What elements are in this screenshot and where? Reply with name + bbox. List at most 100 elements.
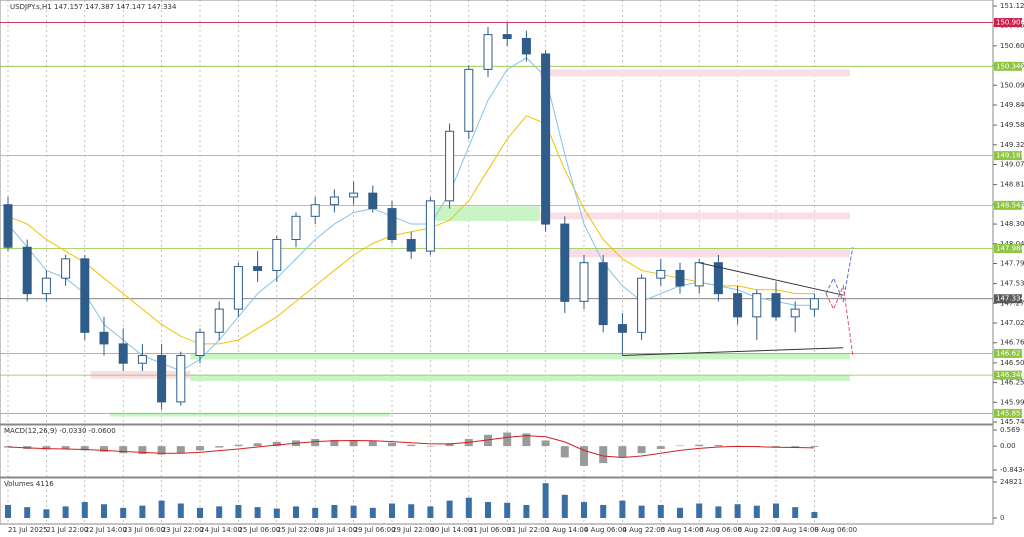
candle-body — [176, 355, 186, 403]
y-tick-label: 149.070 — [1000, 161, 1024, 169]
macd-signal — [7, 435, 815, 458]
volume-bar — [485, 502, 491, 518]
x-tick-label: 25 Jul 22:00 — [277, 526, 319, 534]
volume-bar — [62, 506, 69, 518]
volume-bar — [657, 504, 664, 518]
macd-bar — [676, 445, 684, 447]
macd-bar — [560, 446, 569, 458]
macd-bar — [349, 440, 358, 447]
candle-body — [713, 262, 723, 295]
candle-body — [598, 262, 608, 326]
volume-bar — [811, 512, 818, 518]
macd-bar — [503, 432, 512, 447]
x-tick-label: 5 Aug 14:00 — [661, 526, 704, 534]
level-label: 146.346 — [996, 371, 1024, 379]
macd-pane — [0, 424, 994, 478]
x-tick-label: 29 Jul 06:00 — [354, 526, 396, 534]
y-tick-label: 147.275 — [1000, 299, 1024, 307]
level-label: 149.185 — [996, 152, 1024, 160]
x-tick-label: 25 Jul 06:00 — [238, 526, 280, 534]
trendline — [699, 262, 844, 296]
x-tick-label: 23 Jul 06:00 — [123, 526, 165, 534]
candle-body — [406, 239, 416, 252]
y-tick-label: 149.325 — [1000, 141, 1024, 149]
volume-bar — [235, 504, 242, 518]
macd-bar — [599, 446, 608, 464]
macd-bar — [791, 446, 800, 448]
y-tick-label: 146.765 — [1000, 339, 1024, 347]
macd-bar — [138, 446, 147, 455]
volume-bar — [389, 503, 395, 518]
macd-bar — [484, 434, 492, 447]
candle-body — [233, 266, 243, 310]
candle-body — [541, 53, 551, 225]
volume-bar — [677, 507, 683, 518]
x-tick-label: 8 Aug 06:00 — [814, 526, 857, 534]
volume-bar — [753, 505, 760, 518]
x-tick-label: 21 Jul 2025 — [8, 526, 48, 534]
macd-bar — [388, 442, 396, 447]
chart-title: USDJPY.s,H1 147.157 147.387 147.147 147.… — [10, 3, 177, 11]
level-label: 150.906 — [996, 19, 1024, 27]
x-tick-label: 28 Jul 14:00 — [315, 526, 357, 534]
macd-bar — [119, 446, 128, 454]
volume-bar — [715, 506, 722, 518]
volume-bar — [581, 502, 587, 518]
candle-body — [521, 37, 531, 55]
y-tick-label: 149.580 — [1000, 121, 1024, 129]
macd-bar — [407, 444, 416, 447]
macd-bar — [618, 446, 627, 458]
volume-bar — [350, 505, 357, 518]
macd-bar — [196, 446, 204, 451]
level-tag — [994, 61, 1022, 71]
y-tick-label: 147.790 — [1000, 259, 1024, 267]
volume-bar — [600, 504, 607, 518]
candle-body — [464, 68, 474, 132]
zone — [109, 412, 391, 417]
candle-body — [675, 269, 685, 287]
macd-bar — [637, 446, 646, 454]
level-label: 148.542 — [996, 201, 1024, 209]
candle-body — [617, 324, 627, 333]
candle-body — [118, 343, 128, 364]
volume-bar — [293, 506, 299, 518]
candle-body — [61, 258, 71, 279]
volume-pane — [0, 477, 994, 525]
x-tick-label: 7 Aug 14:00 — [776, 526, 819, 534]
zone — [539, 69, 850, 77]
macd-bar — [810, 446, 819, 448]
volume-title: Volumes 4116 — [4, 480, 54, 488]
volume-bar — [101, 504, 107, 518]
candle-body — [560, 223, 570, 302]
macd-bar — [656, 446, 665, 449]
volume-bar — [139, 505, 146, 518]
level-tag — [994, 370, 1022, 380]
x-tick-label: 22 Jul 14:00 — [85, 526, 127, 534]
volume-bar — [216, 506, 223, 518]
level-tag — [994, 151, 1022, 161]
volume-bar — [197, 507, 203, 518]
level-tag — [994, 200, 1022, 210]
macd-title: MACD(12,26,9) -0.0330 -0.0600 — [4, 427, 116, 435]
candle-body — [445, 130, 455, 202]
y-tick-label: 146.250 — [1000, 379, 1024, 387]
level-label: 150.340 — [996, 62, 1024, 70]
candle-body — [41, 277, 51, 295]
volume-bar — [561, 494, 568, 518]
volume-bar — [331, 504, 338, 518]
y-tick-label: 148.300 — [1000, 220, 1024, 228]
macd-bar — [541, 440, 550, 447]
macd-bar — [157, 446, 166, 455]
volume-bar — [158, 500, 165, 518]
zone — [430, 206, 540, 221]
volume-bar — [792, 507, 799, 518]
x-tick-label: 31 Jul 22:00 — [507, 526, 549, 534]
x-tick-label: 4 Aug 06:00 — [584, 526, 627, 534]
candle-body — [368, 192, 378, 210]
candle-body — [99, 331, 109, 345]
x-tick-label: 21 Jul 22:00 — [46, 526, 88, 534]
candle-body — [214, 308, 224, 333]
volume-bar — [446, 500, 453, 518]
